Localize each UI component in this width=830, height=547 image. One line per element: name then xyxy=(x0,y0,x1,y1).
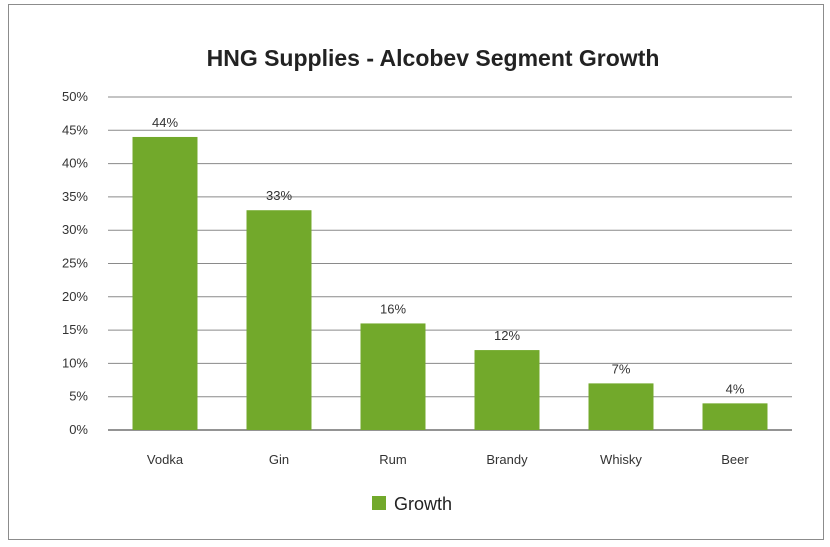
gridlines xyxy=(108,96,792,431)
bar-brandy xyxy=(474,350,540,430)
legend-label-growth: Growth xyxy=(394,494,452,514)
y-axis-ticks: 0% 5% 10% 15% 20% 25% 30% 35% 40% 45% 50% xyxy=(62,89,88,437)
bar-beer xyxy=(702,403,768,430)
data-label-gin: 33% xyxy=(266,188,292,203)
data-label-brandy: 12% xyxy=(494,328,520,343)
category-labels: Vodka Gin Rum Brandy Whisky Beer xyxy=(147,452,749,467)
bars xyxy=(132,136,768,430)
y-tick-label: 35% xyxy=(62,189,88,204)
data-label-vodka: 44% xyxy=(152,115,178,130)
category-label-gin: Gin xyxy=(269,452,289,467)
bar-vodka xyxy=(132,136,198,430)
data-labels: 44% 33% 16% 12% 7% 4% xyxy=(152,115,745,396)
category-label-vodka: Vodka xyxy=(147,452,184,467)
y-tick-label: 50% xyxy=(62,89,88,104)
legend-swatch-growth xyxy=(372,496,386,510)
chart-title: HNG Supplies - Alcobev Segment Growth xyxy=(207,45,660,71)
y-tick-label: 40% xyxy=(62,156,88,171)
y-tick-label: 0% xyxy=(69,422,88,437)
y-tick-label: 25% xyxy=(62,256,88,271)
category-label-brandy: Brandy xyxy=(486,452,528,467)
y-tick-label: 15% xyxy=(62,322,88,337)
data-label-whisky: 7% xyxy=(612,361,631,376)
y-tick-label: 10% xyxy=(62,355,88,370)
data-label-beer: 4% xyxy=(726,381,745,396)
y-tick-label: 20% xyxy=(62,289,88,304)
y-tick-label: 5% xyxy=(69,389,88,404)
category-label-beer: Beer xyxy=(721,452,749,467)
legend: Growth xyxy=(372,494,452,514)
bar-gin xyxy=(246,210,312,430)
bar-rum xyxy=(360,323,426,430)
y-tick-label: 45% xyxy=(62,122,88,137)
data-label-rum: 16% xyxy=(380,301,406,316)
category-label-rum: Rum xyxy=(379,452,406,467)
bar-whisky xyxy=(588,383,654,430)
category-label-whisky: Whisky xyxy=(600,452,642,467)
y-tick-label: 30% xyxy=(62,222,88,237)
